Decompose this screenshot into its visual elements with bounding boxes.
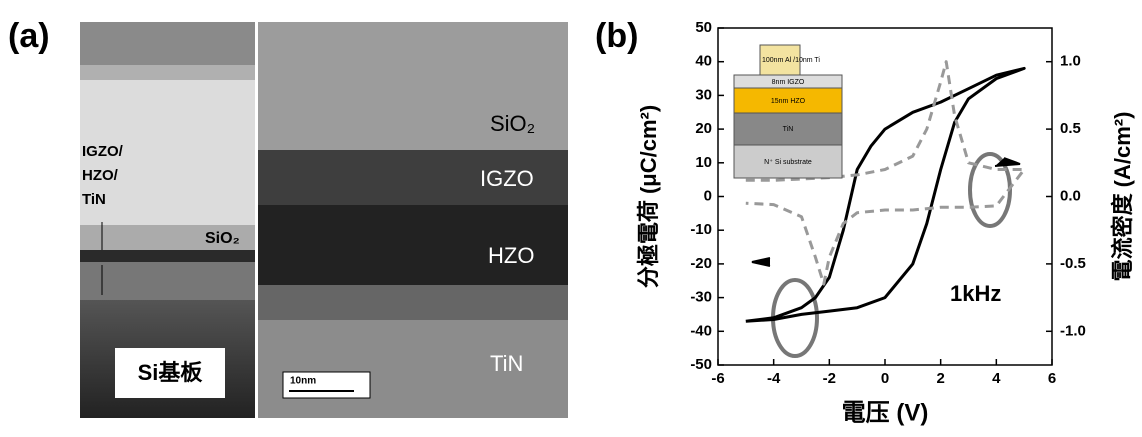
figure: (a) IGZO/ HZO/ TiN SiO₂ Si基板 SiO₂ IGZO H… (0, 0, 1142, 432)
panel-label: (b) (595, 17, 638, 55)
x-tick-label: -2 (823, 370, 836, 387)
y-tick-label: 0 (704, 187, 712, 204)
sweep-arrow (752, 258, 770, 266)
layer-label: TiN (490, 351, 523, 376)
y2-tick-label: -0.5 (1060, 255, 1086, 272)
inset: 100nm Al /10nm Ti 8nm IGZO 15nm HZO TiN … (734, 45, 842, 178)
x-tick-label: 4 (992, 370, 1001, 387)
inset-label: 8nm IGZO (772, 79, 805, 86)
y-tick-label: -10 (690, 221, 712, 238)
layer-label: SiO₂ (205, 230, 240, 247)
tem-region (80, 65, 255, 80)
x-tick-label: -4 (767, 370, 781, 387)
inset-label: 100nm Al /10nm Ti (762, 57, 820, 64)
stack-label: TiN (82, 191, 106, 208)
annotation: 1kHz (950, 281, 1001, 306)
x-axis-label: 電压 (V) (842, 399, 929, 426)
tem-region (80, 262, 255, 300)
tem-region (80, 250, 255, 262)
x-tick-label: 0 (881, 370, 889, 387)
y-axis-label: 分極電荷 (μC/cm²) (636, 105, 661, 288)
inset-label: N⁺ Si substrate (764, 159, 812, 166)
y-tick-label: 20 (695, 120, 712, 137)
page: (a) IGZO/ HZO/ TiN SiO₂ Si基板 SiO₂ IGZO H… (0, 0, 1142, 437)
x-tick-label: 2 (936, 370, 944, 387)
inset-label: 15nm HZO (771, 98, 806, 105)
y-tick-label: 40 (695, 53, 712, 70)
tem-region (80, 22, 255, 65)
layer-label: IGZO (480, 166, 534, 191)
stack-label: IGZO/ (82, 143, 124, 160)
y-tick-label: -20 (690, 255, 712, 272)
y2-axis-label: 電流密度 (A/cm²) (1110, 112, 1135, 282)
y-tick-label: -30 (690, 289, 712, 306)
panel-label: (a) (8, 17, 50, 55)
y2-tick-label: 1.0 (1060, 53, 1081, 70)
scale-label: 10nm (290, 376, 316, 387)
substrate-label: Si基板 (138, 360, 204, 385)
y-tick-label: -50 (690, 356, 712, 373)
y2-tick-label: 0.5 (1060, 120, 1081, 137)
x-tick-label: 6 (1048, 370, 1056, 387)
inset-label: TiN (783, 126, 794, 133)
layer-label: SiO₂ (490, 111, 535, 136)
y-tick-label: -40 (690, 322, 712, 339)
y2-tick-label: -1.0 (1060, 322, 1086, 339)
layer-label: HZO (488, 243, 534, 268)
y-tick-label: 30 (695, 86, 712, 103)
stack-label: HZO/ (82, 167, 119, 184)
y-tick-label: 10 (695, 154, 712, 171)
tem-region (258, 285, 568, 320)
x-tick-label: -6 (711, 370, 724, 387)
y-tick-label: 50 (695, 19, 712, 36)
y2-tick-label: 0.0 (1060, 187, 1081, 204)
